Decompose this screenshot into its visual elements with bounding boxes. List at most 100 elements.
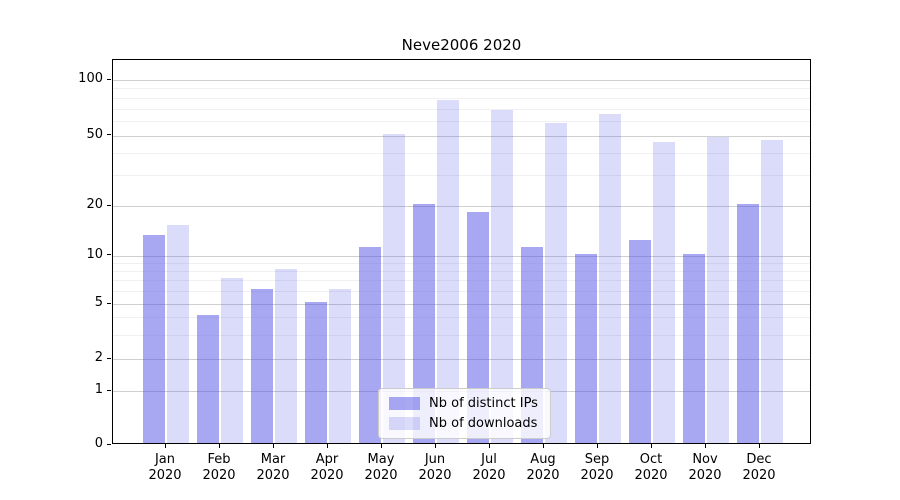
- gridline-major: [113, 255, 810, 257]
- x-tick-year: 2020: [688, 468, 722, 483]
- y-tick-mark: [107, 78, 111, 80]
- legend-label-distinct-ips: Nb of distinct IPs: [429, 396, 538, 411]
- x-tick-mark: [218, 444, 220, 448]
- x-tick-mark: [650, 444, 652, 448]
- gridline-minor: [113, 271, 810, 273]
- x-tick-mark: [596, 444, 598, 448]
- bar-jul-2020-distinct-ips: [467, 211, 489, 443]
- gridline-major: [113, 206, 810, 207]
- bar-may-2020-downloads: [383, 133, 405, 443]
- x-tick-label: Nov 2020: [677, 452, 733, 484]
- legend-swatch-downloads-icon: [389, 417, 420, 430]
- x-tick-mark: [326, 444, 328, 448]
- x-tick-mark: [380, 444, 382, 448]
- x-tick-month: Jul: [481, 452, 497, 467]
- y-tick-mark: [107, 204, 111, 206]
- x-tick-year: 2020: [634, 468, 668, 483]
- bar-aug-2020-downloads: [545, 123, 567, 443]
- legend-entry-distinct-ips: Nb of distinct IPs: [389, 396, 538, 411]
- gridline-minor: [113, 152, 810, 154]
- x-tick-label: Jan 2020: [137, 452, 193, 484]
- x-tick-label: Oct 2020: [623, 452, 679, 484]
- chart-title: Neve2006 2020: [401, 36, 522, 54]
- bar-dec-2020-distinct-ips: [737, 204, 759, 443]
- x-tick-month: Feb: [207, 452, 231, 467]
- x-tick-year: 2020: [742, 468, 776, 483]
- y-tick-label: 1: [94, 382, 103, 397]
- bar-apr-2020-downloads: [329, 289, 351, 443]
- y-tick-label: 0: [94, 436, 103, 451]
- gridline-minor: [113, 120, 810, 122]
- x-tick-label: Dec 2020: [731, 452, 787, 484]
- y-tick-mark: [107, 389, 111, 391]
- gridline-major: [113, 304, 810, 305]
- gridline-minor: [113, 262, 810, 264]
- x-tick-month: May: [367, 452, 395, 467]
- x-tick-year: 2020: [256, 468, 290, 483]
- bar-dec-2020-downloads: [761, 139, 783, 443]
- x-tick-year: 2020: [148, 468, 182, 483]
- x-tick-year: 2020: [364, 468, 398, 483]
- x-tick-label: Mar 2020: [245, 452, 301, 484]
- legend-entry-downloads: Nb of downloads: [389, 416, 538, 431]
- y-tick-mark: [107, 443, 111, 445]
- y-tick-label: 10: [86, 246, 103, 262]
- x-tick-label: May 2020: [353, 452, 409, 484]
- x-tick-month: Oct: [639, 452, 663, 467]
- x-tick-month: Aug: [530, 452, 556, 467]
- x-tick-label: Feb 2020: [191, 452, 247, 484]
- gridline-major: [113, 359, 810, 360]
- x-tick-month: Sep: [584, 452, 610, 467]
- gridline-minor: [113, 88, 810, 90]
- bar-jan-2020-distinct-ips: [143, 234, 165, 443]
- y-tick-mark: [107, 302, 111, 304]
- x-tick-month: Nov: [692, 452, 718, 467]
- x-tick-month: Dec: [746, 452, 772, 467]
- bar-jun-2020-downloads: [437, 99, 459, 443]
- x-tick-year: 2020: [526, 468, 560, 483]
- y-tick-label: 100: [78, 71, 103, 86]
- bar-mar-2020-distinct-ips: [251, 289, 273, 443]
- x-tick-month: Apr: [315, 452, 339, 467]
- x-tick-mark: [758, 444, 760, 448]
- gridline-major: [113, 135, 810, 137]
- gridline-minor: [113, 291, 810, 293]
- x-tick-label: Apr 2020: [299, 452, 355, 484]
- x-tick-mark: [164, 444, 166, 448]
- x-tick-label: Sep 2020: [569, 452, 625, 484]
- x-tick-year: 2020: [202, 468, 236, 483]
- x-tick-label: Jul 2020: [461, 452, 517, 484]
- gridline-minor: [113, 174, 810, 176]
- bar-feb-2020-distinct-ips: [197, 315, 219, 443]
- x-tick-mark: [704, 444, 706, 448]
- bar-feb-2020-downloads: [221, 278, 243, 443]
- x-tick-year: 2020: [580, 468, 614, 483]
- bar-jul-2020-downloads: [491, 110, 513, 443]
- legend-label-downloads: Nb of downloads: [429, 416, 538, 431]
- x-tick-month: Jan: [154, 452, 176, 467]
- gridline-minor: [113, 334, 810, 336]
- y-tick-label: 2: [94, 350, 103, 365]
- gridline-minor: [113, 317, 810, 319]
- gridline-minor: [113, 280, 810, 282]
- x-tick-label: Aug 2020: [515, 452, 571, 484]
- bar-sep-2020-downloads: [599, 113, 621, 443]
- bar-apr-2020-distinct-ips: [305, 302, 327, 443]
- bar-nov-2020-downloads: [707, 136, 729, 443]
- bar-nov-2020-distinct-ips: [683, 253, 705, 443]
- y-tick-label: 20: [86, 197, 103, 212]
- bar-oct-2020-distinct-ips: [629, 240, 651, 443]
- bar-may-2020-distinct-ips: [359, 246, 381, 443]
- x-tick-year: 2020: [310, 468, 344, 483]
- y-tick-mark: [107, 357, 111, 359]
- x-tick-mark: [434, 444, 436, 448]
- x-tick-mark: [542, 444, 544, 448]
- x-tick-mark: [272, 444, 274, 448]
- x-tick-month: Jun: [424, 452, 446, 467]
- x-tick-mark: [488, 444, 490, 448]
- x-tick-month: Mar: [260, 452, 286, 467]
- bar-oct-2020-downloads: [653, 141, 675, 443]
- legend: Nb of distinct IPs Nb of downloads: [378, 388, 551, 439]
- y-tick-mark: [107, 254, 111, 256]
